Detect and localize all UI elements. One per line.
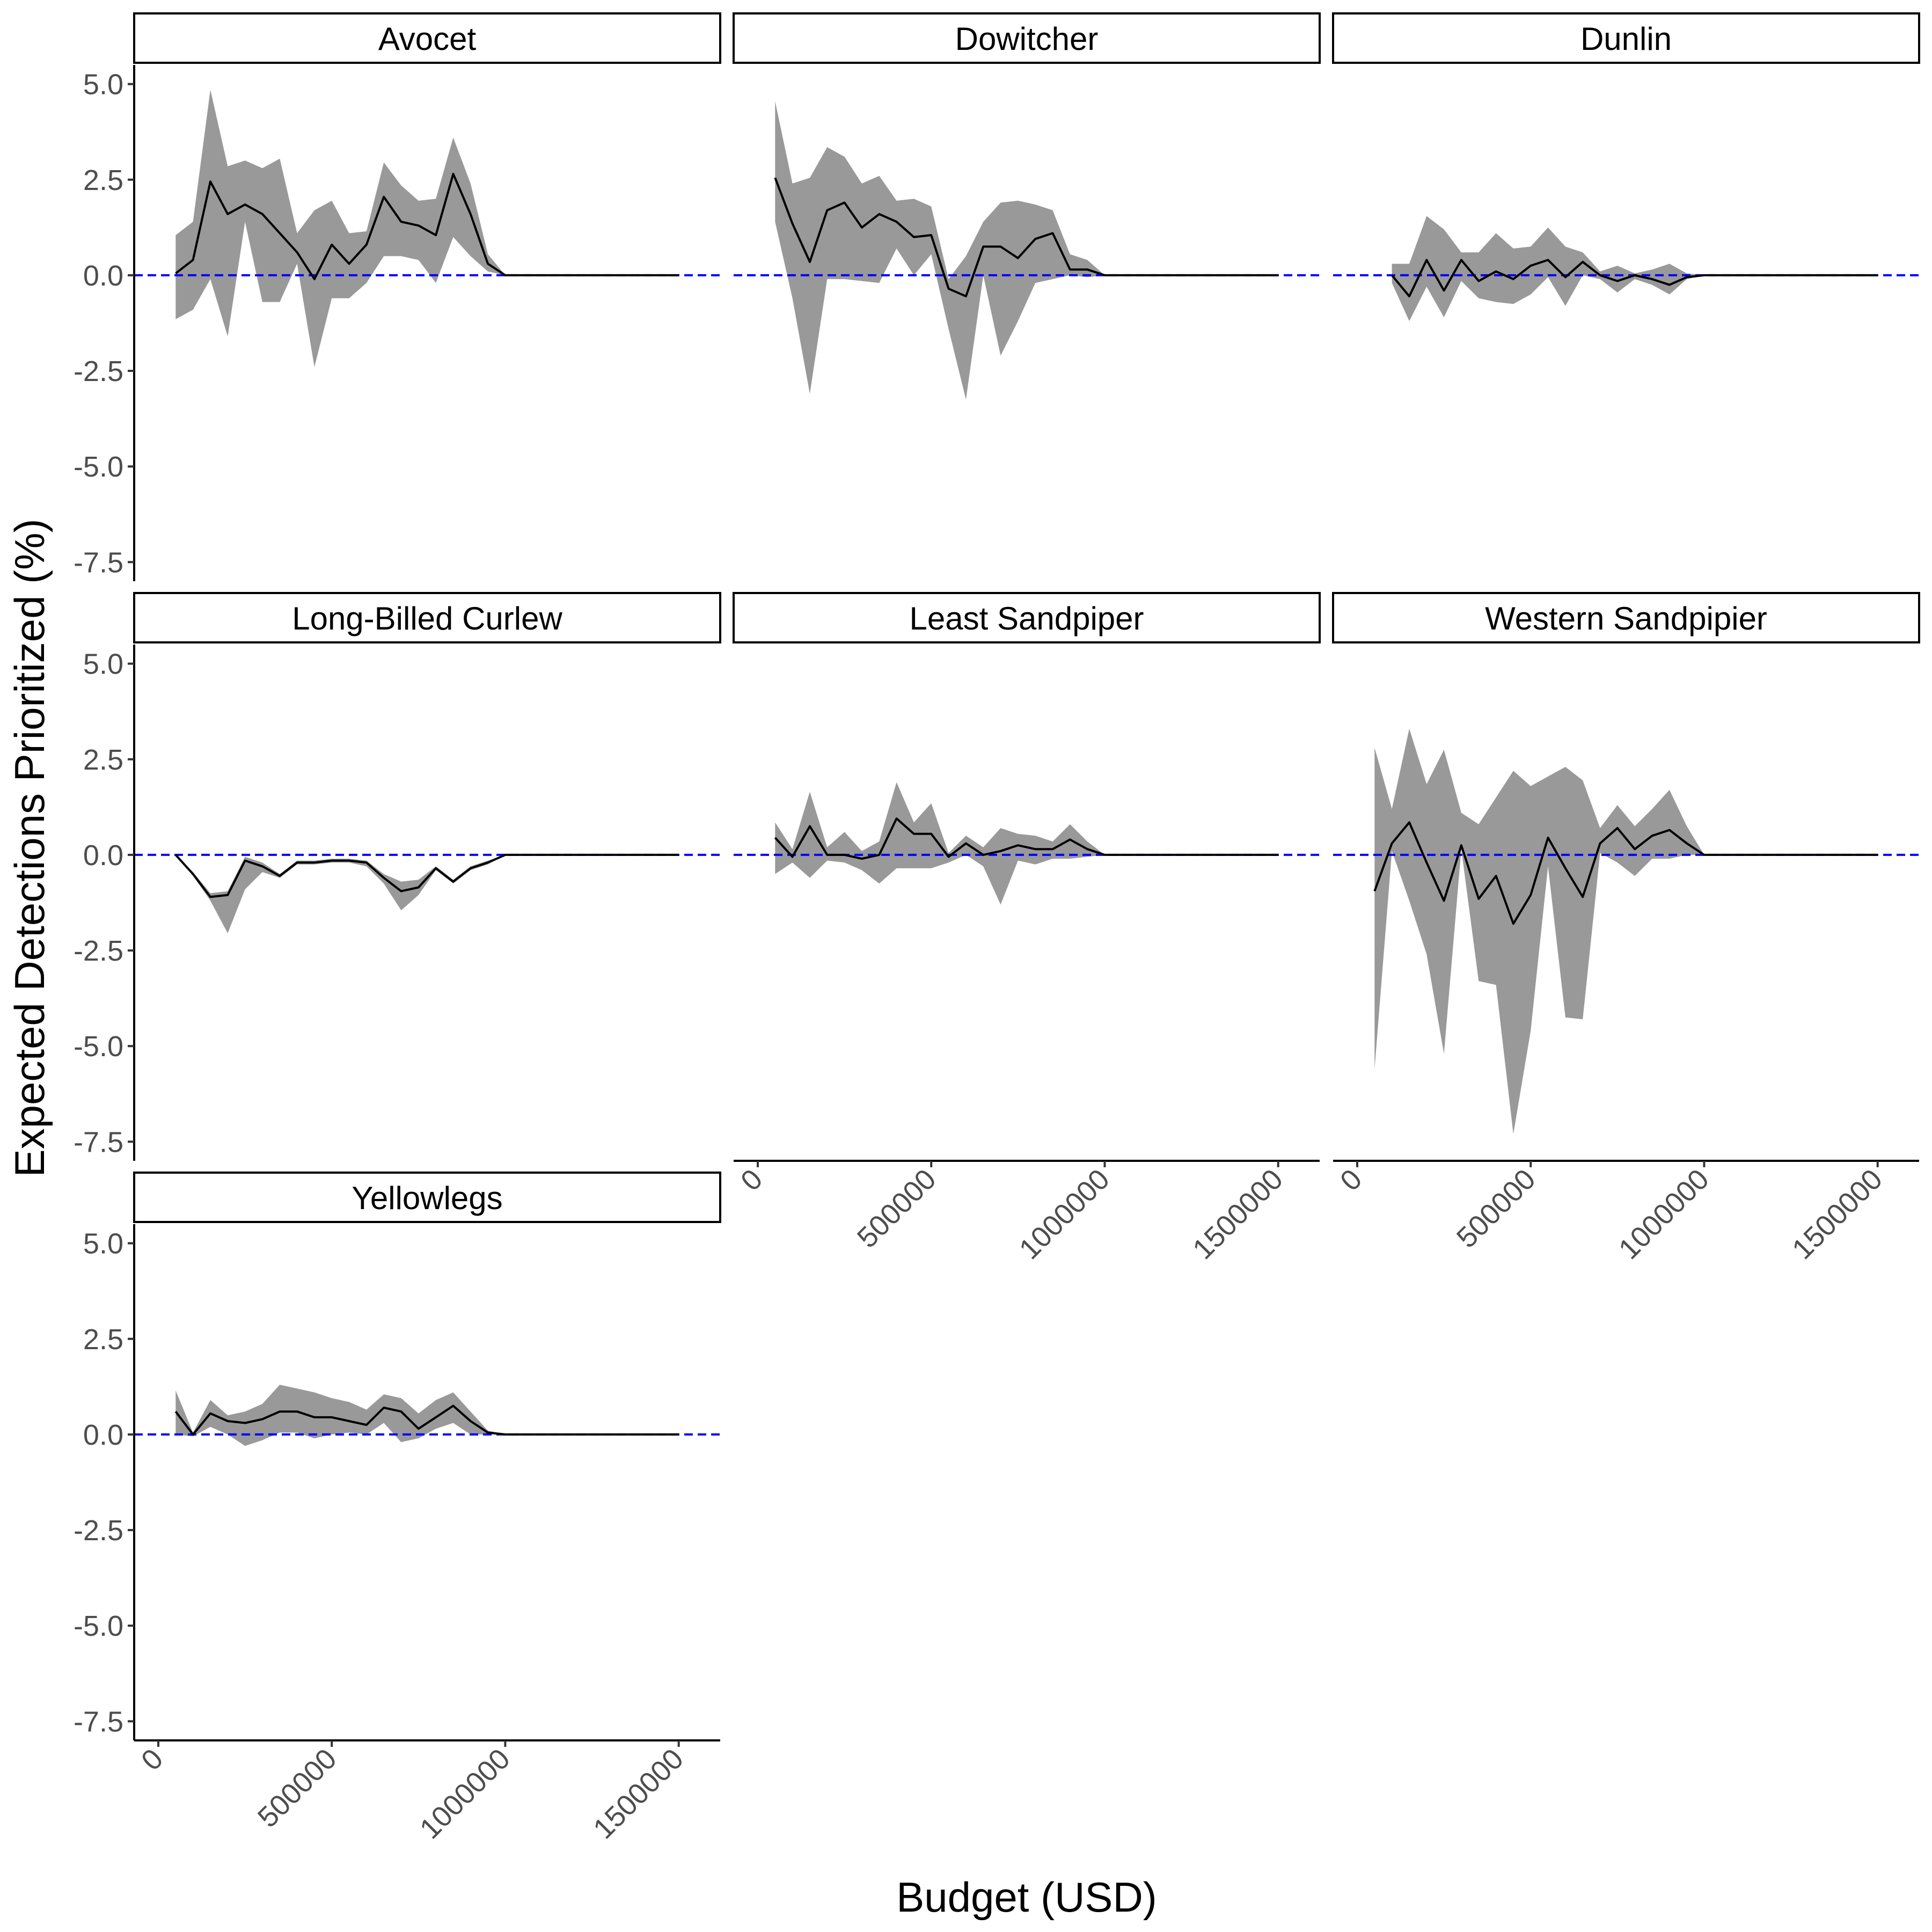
y-tick-label: 0.0 xyxy=(83,260,123,292)
y-tick-label: 5.0 xyxy=(83,69,123,101)
x-tick-label: 500000 xyxy=(1451,1163,1542,1254)
y-tick-label: 5.0 xyxy=(83,648,123,680)
strip-dunlin xyxy=(1332,12,1920,64)
mean-line-western-sandpipier xyxy=(1373,821,1878,925)
strip-avocet xyxy=(133,12,721,64)
x-tick-label: 1000000 xyxy=(1013,1163,1116,1265)
mean-line-dowitcher xyxy=(774,177,1278,298)
x-tick-label: 0 xyxy=(735,1163,769,1197)
x-tick-label: 1000000 xyxy=(1613,1163,1715,1265)
y-tick-label: 5.0 xyxy=(83,1228,123,1260)
x-tick-label: 1500000 xyxy=(1786,1163,1889,1265)
ribbon-yellowlegs xyxy=(175,1385,679,1446)
strip-label-western-sandpipier: Western Sandpipier xyxy=(1485,601,1767,636)
strip-label-yellowlegs: Yellowlegs xyxy=(352,1180,502,1216)
y-tick-label: 2.5 xyxy=(83,744,123,776)
x-tick-label: 1500000 xyxy=(587,1743,690,1845)
y-tick-label: 0.0 xyxy=(83,1419,123,1451)
y-tick-label: -7.5 xyxy=(74,546,123,579)
y-tick-label: -7.5 xyxy=(74,1126,123,1158)
x-tick-label: 1500000 xyxy=(1187,1163,1289,1265)
ribbon-avocet xyxy=(175,90,679,367)
x-tick-label: 500000 xyxy=(252,1743,343,1834)
mean-line-avocet xyxy=(175,173,679,281)
strip-label-dowitcher: Dowitcher xyxy=(955,21,1099,57)
y-tick-label: -7.5 xyxy=(74,1706,123,1738)
x-tick-label: 0 xyxy=(135,1743,170,1777)
panels-layer: Avocet 5.0 2.5 0.0 -2.5 -5.0 -7.5 Dowitcher Dunl… xyxy=(74,12,1920,1845)
y-axis-title: Expected Detections Prioritized (%) xyxy=(6,519,53,1177)
x-tick-label: 500000 xyxy=(851,1163,942,1254)
x-axis-title: Budget (USD) xyxy=(896,1874,1157,1921)
ribbon-least-sandpiper xyxy=(775,782,1278,905)
strip-label-long-billed-curlew: Long-Billed Curlew xyxy=(292,601,562,636)
strip-label-dunlin: Dunlin xyxy=(1580,21,1672,57)
strip-western-sandpipier xyxy=(1332,592,1920,643)
facet-dunlin: Dunlin xyxy=(1332,12,1920,321)
facet-long-billed-curlew: Long-Billed Curlew 5.0 2.5 0.0 -2.5 -5.0 -7.5 xyxy=(74,592,721,1161)
mean-line-dunlin xyxy=(1391,259,1878,298)
facet-yellowlegs: Yellowlegs 5.0 2.5 0.0 -2.5 -5.0 -7.5 0 500000 10… xyxy=(74,1172,721,1845)
facet-avocet: Avocet 5.0 2.5 0.0 -2.5 -5.0 -7.5 xyxy=(74,12,721,581)
strip-long-billed-curlew xyxy=(133,592,721,643)
y-tick-label: -2.5 xyxy=(74,1514,123,1547)
y-tick-label: 2.5 xyxy=(83,164,123,196)
facet-least-sandpiper: Least Sandpiper 0 500000 1000000 1500000 xyxy=(733,592,1321,1265)
strip-label-avocet: Avocet xyxy=(378,21,477,57)
ribbon-dunlin xyxy=(1392,216,1878,321)
ribbon-western-sandpipier xyxy=(1374,728,1878,1135)
facet-western-sandpipier: Western Sandpipier 0 500000 1000000 1500000 xyxy=(1332,592,1920,1265)
x-tick-label: 1000000 xyxy=(414,1743,516,1845)
y-tick-label: 2.5 xyxy=(83,1323,123,1356)
mean-line-yellowlegs xyxy=(174,1404,679,1436)
strip-least-sandpiper xyxy=(733,592,1321,643)
strip-yellowlegs xyxy=(133,1172,721,1223)
facet-dowitcher: Dowitcher xyxy=(733,12,1321,400)
y-tick-label: -2.5 xyxy=(74,355,123,387)
y-tick-label: -5.0 xyxy=(74,1610,123,1642)
strip-label-least-sandpiper: Least Sandpiper xyxy=(910,601,1144,636)
y-tick-label: -5.0 xyxy=(74,451,123,483)
ribbon-dowitcher xyxy=(775,101,1278,400)
y-tick-label: -2.5 xyxy=(74,935,123,967)
mean-line-least-sandpiper xyxy=(774,817,1278,860)
x-tick-label: 0 xyxy=(1334,1163,1368,1197)
strip-dowitcher xyxy=(733,12,1321,64)
ribbon-long-billed-curlew xyxy=(175,854,679,933)
y-tick-label: -5.0 xyxy=(74,1030,123,1063)
mean-line-long-billed-curlew xyxy=(174,853,679,898)
y-tick-label: 0.0 xyxy=(83,839,123,872)
